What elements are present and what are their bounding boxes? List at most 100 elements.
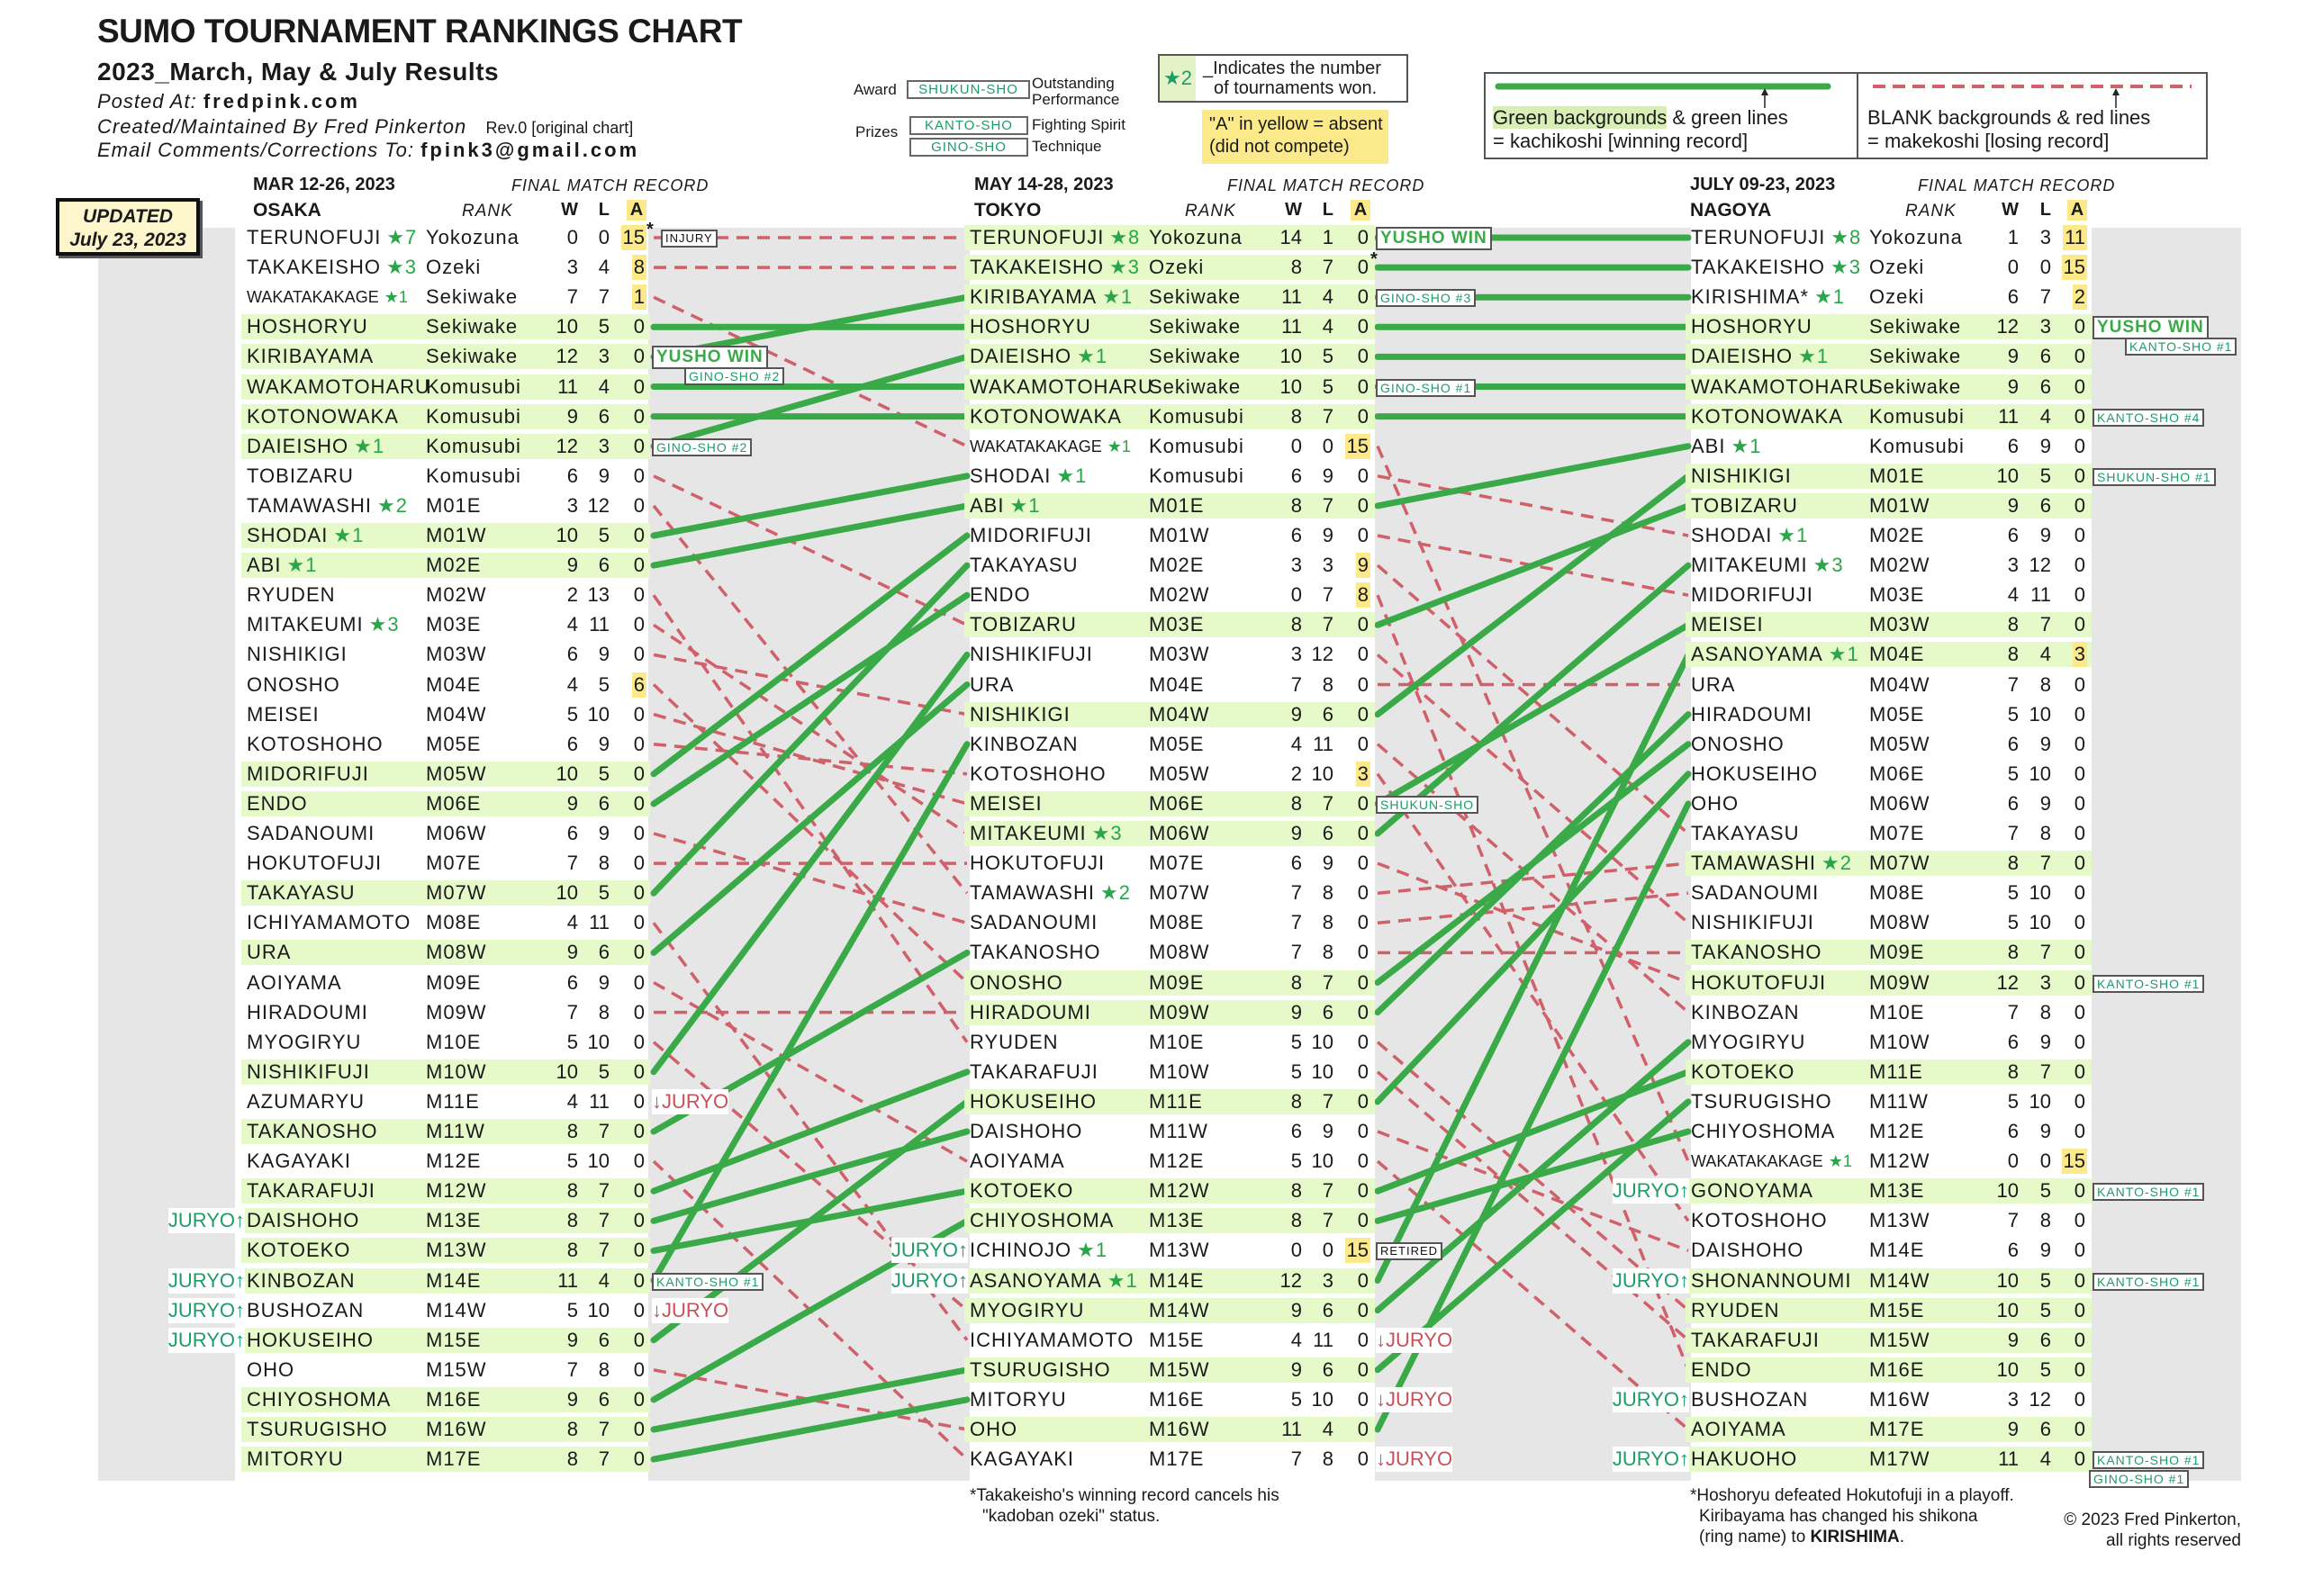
wrestler-name[interactable]: KOTONOWAKA bbox=[1691, 404, 1843, 429]
wrestler-name[interactable]: WAKAMOTOHARU bbox=[1691, 374, 1875, 400]
table-row[interactable] bbox=[1686, 403, 2092, 429]
table-row[interactable] bbox=[241, 433, 650, 459]
table-row[interactable] bbox=[964, 1267, 1375, 1294]
wrestler-name[interactable]: KOTOEKO bbox=[247, 1238, 350, 1263]
wrestler-name[interactable]: NISHIKIGI bbox=[247, 642, 348, 667]
wrestler-name[interactable]: TSURUGISHO bbox=[1691, 1089, 1832, 1114]
wrestler-name[interactable]: TAKARAFUJI bbox=[1691, 1328, 1820, 1353]
table-row[interactable] bbox=[241, 344, 650, 370]
table-row[interactable] bbox=[241, 761, 650, 787]
wrestler-name[interactable]: TAKAYASU bbox=[1691, 821, 1799, 846]
wrestler-name[interactable]: ENDO bbox=[970, 582, 1031, 608]
wrestler-name[interactable]: WAKAMOTOHARU bbox=[247, 374, 430, 400]
table-row[interactable] bbox=[1686, 642, 2092, 668]
wrestler-name[interactable]: KAGAYAKI bbox=[247, 1149, 351, 1174]
wrestler-name[interactable]: NISHIKIGI bbox=[1691, 464, 1792, 489]
wrestler-name[interactable]: TOBIZARU bbox=[247, 464, 354, 489]
wrestler-name[interactable]: DAIEISHO ★1 bbox=[1691, 344, 1829, 369]
wrestler-name[interactable]: TAKAYASU bbox=[247, 880, 355, 906]
wrestler-name[interactable]: NISHIKIFUJI bbox=[970, 642, 1093, 667]
wrestler-name[interactable]: CHIYOSHOMA bbox=[247, 1387, 391, 1412]
wrestler-name[interactable]: HIRADOUMI bbox=[970, 1000, 1091, 1025]
wrestler-name[interactable]: RYUDEN bbox=[970, 1030, 1059, 1055]
wrestler-name[interactable]: HAKUOHO bbox=[1691, 1447, 1797, 1472]
wrestler-name[interactable]: OHO bbox=[970, 1417, 1017, 1442]
table-row[interactable] bbox=[241, 940, 650, 966]
table-row[interactable] bbox=[241, 1327, 650, 1353]
wrestler-name[interactable]: URA bbox=[247, 940, 291, 965]
table-row[interactable] bbox=[1686, 1178, 2092, 1204]
table-row[interactable] bbox=[1686, 1059, 2092, 1085]
wrestler-name[interactable]: KINBOZAN bbox=[1691, 1000, 1799, 1025]
table-row[interactable] bbox=[964, 1208, 1375, 1234]
table-row[interactable] bbox=[964, 612, 1375, 638]
wrestler-name[interactable]: OHO bbox=[1691, 791, 1739, 816]
wrestler-name[interactable]: KOTOSHOHO bbox=[1691, 1208, 1828, 1233]
wrestler-name[interactable]: ASANOYAMA ★1 bbox=[970, 1268, 1138, 1294]
wrestler-name[interactable]: KOTOSHOHO bbox=[247, 732, 384, 757]
wrestler-name[interactable]: ASANOYAMA ★1 bbox=[1691, 642, 1859, 667]
wrestler-name[interactable]: ONOSHO bbox=[970, 970, 1063, 996]
wrestler-name[interactable]: KAGAYAKI bbox=[970, 1447, 1074, 1472]
wrestler-name[interactable]: OHO bbox=[247, 1357, 294, 1383]
wrestler-name[interactable]: URA bbox=[970, 672, 1014, 698]
table-row[interactable] bbox=[964, 284, 1375, 311]
table-row[interactable] bbox=[964, 344, 1375, 370]
wrestler-name[interactable]: TAKARAFUJI bbox=[970, 1059, 1098, 1085]
wrestler-name[interactable]: KINBOZAN bbox=[970, 732, 1078, 757]
wrestler-name[interactable]: TAKAYASU bbox=[970, 553, 1078, 578]
wrestler-name[interactable]: ONOSHO bbox=[247, 672, 340, 698]
table-row[interactable] bbox=[1686, 612, 2092, 638]
wrestler-name[interactable]: ENDO bbox=[247, 791, 308, 816]
table-row[interactable] bbox=[241, 1386, 650, 1412]
wrestler-name[interactable]: TERUNOFUJI ★7 bbox=[247, 225, 417, 250]
wrestler-name[interactable]: DAISHOHO bbox=[970, 1119, 1082, 1144]
table-row[interactable] bbox=[964, 1357, 1375, 1383]
posted-site-link[interactable]: fredpink.com bbox=[203, 90, 360, 113]
wrestler-name[interactable]: TAKARAFUJI bbox=[247, 1178, 375, 1204]
wrestler-name[interactable]: KOTOEKO bbox=[1691, 1059, 1794, 1085]
wrestler-name[interactable]: HIRADOUMI bbox=[247, 1000, 368, 1025]
wrestler-name[interactable]: TSURUGISHO bbox=[247, 1417, 388, 1442]
wrestler-name[interactable]: DAIEISHO ★1 bbox=[970, 344, 1107, 369]
wrestler-name[interactable]: MIDORIFUJI bbox=[970, 523, 1092, 548]
table-row[interactable] bbox=[964, 969, 1375, 996]
wrestler-name[interactable]: TAKAKEISHO ★3 bbox=[970, 255, 1140, 280]
table-row[interactable] bbox=[1686, 492, 2092, 518]
wrestler-name[interactable]: ABI ★1 bbox=[1691, 434, 1761, 459]
table-row[interactable] bbox=[964, 374, 1375, 400]
wrestler-name[interactable]: SADANOUMI bbox=[247, 821, 375, 846]
wrestler-name[interactable]: HOSHORYU bbox=[970, 314, 1091, 339]
wrestler-name[interactable]: KOTOSHOHO bbox=[970, 762, 1107, 787]
wrestler-name[interactable]: MITAKEUMI ★3 bbox=[970, 821, 1123, 846]
table-row[interactable] bbox=[964, 492, 1375, 518]
table-row[interactable] bbox=[241, 880, 650, 906]
wrestler-name[interactable]: NISHIKIFUJI bbox=[247, 1059, 370, 1085]
email-link[interactable]: fpink3@gmail.com bbox=[420, 139, 640, 161]
table-row[interactable] bbox=[1686, 1327, 2092, 1353]
table-row[interactable] bbox=[964, 1417, 1375, 1442]
table-row[interactable] bbox=[964, 1297, 1375, 1323]
table-row[interactable] bbox=[241, 553, 650, 579]
table-row[interactable] bbox=[1686, 314, 2092, 340]
wrestler-name[interactable]: TAKAKEISHO ★3 bbox=[1691, 255, 1861, 280]
wrestler-name[interactable]: TAKANOSHO bbox=[247, 1119, 378, 1144]
wrestler-name[interactable]: MYOGIRYU bbox=[1691, 1030, 1805, 1055]
wrestler-name[interactable]: KIRISHIMA* ★1 bbox=[1691, 284, 1845, 310]
wrestler-name[interactable]: NISHIKIFUJI bbox=[1691, 910, 1814, 935]
wrestler-name[interactable]: SHODAI ★1 bbox=[970, 464, 1087, 489]
wrestler-name[interactable]: WAKAMOTOHARU bbox=[970, 374, 1153, 400]
wrestler-name[interactable]: KOTONOWAKA bbox=[247, 404, 399, 429]
wrestler-name[interactable]: ONOSHO bbox=[1691, 732, 1785, 757]
wrestler-name[interactable]: ICHIYAMAMOTO bbox=[970, 1328, 1134, 1353]
wrestler-name[interactable]: WAKATAKAKAGE ★1 bbox=[1691, 1149, 1852, 1174]
wrestler-name[interactable]: MEISEI bbox=[970, 791, 1043, 816]
wrestler-name[interactable]: SADANOUMI bbox=[970, 910, 1098, 935]
table-row[interactable] bbox=[241, 1417, 650, 1442]
table-row[interactable] bbox=[241, 1447, 650, 1473]
wrestler-name[interactable]: ICHIYAMAMOTO bbox=[247, 910, 411, 935]
table-row[interactable] bbox=[964, 999, 1375, 1025]
wrestler-name[interactable]: MIDORIFUJI bbox=[247, 762, 369, 787]
wrestler-name[interactable]: CHIYOSHOMA bbox=[970, 1208, 1114, 1233]
table-row[interactable] bbox=[241, 1208, 650, 1234]
